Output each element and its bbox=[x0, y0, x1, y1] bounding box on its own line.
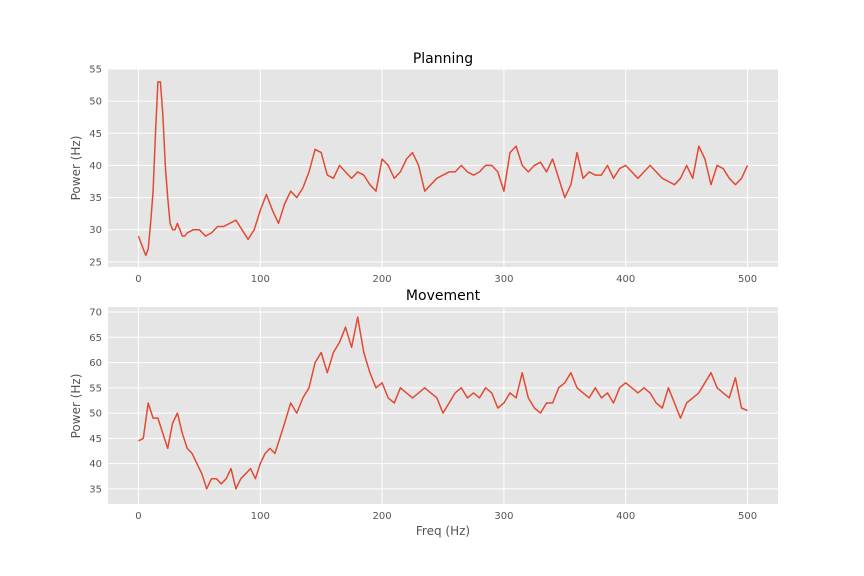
movement-plot-area bbox=[108, 307, 778, 504]
movement-y-tick-label: 50 bbox=[89, 409, 102, 420]
planning-y-tick-label: 35 bbox=[89, 193, 102, 204]
planning-x-tick-label: 500 bbox=[738, 274, 757, 285]
movement-x-tick-label: 100 bbox=[251, 511, 270, 522]
movement-x-tick-label: 500 bbox=[738, 511, 757, 522]
movement-x-tick-label: 0 bbox=[135, 511, 141, 522]
planning-gridlines bbox=[108, 68, 778, 267]
planning-x-tick-label: 200 bbox=[373, 274, 392, 285]
planning-power-line bbox=[137, 81, 749, 257]
movement-title: Movement bbox=[406, 288, 481, 304]
movement-y-tick-label: 65 bbox=[89, 333, 102, 344]
planning-y-tick-label: 45 bbox=[89, 129, 102, 140]
movement-y-axis-label: Power (Hz) bbox=[69, 374, 83, 439]
movement-x-tick-label: 400 bbox=[616, 511, 635, 522]
planning-tick-labels: 0 100 200 300 400 500 25 30 35 40 45 50 55 bbox=[89, 65, 757, 286]
movement-y-tick-label: 70 bbox=[89, 308, 102, 319]
planning-x-tick-label: 400 bbox=[616, 274, 635, 285]
movement-y-tick-label: 40 bbox=[89, 459, 102, 470]
movement-y-tick-label: 35 bbox=[89, 484, 102, 495]
planning-y-axis-label: Power (Hz) bbox=[69, 136, 83, 201]
movement-power-line bbox=[138, 316, 748, 490]
planning-y-tick-label: 40 bbox=[89, 161, 102, 172]
planning-y-tick-label: 55 bbox=[89, 65, 102, 76]
movement-x-tick-label: 300 bbox=[494, 511, 513, 522]
movement-subplot: 0 100 200 300 400 500 35 40 45 50 55 60 65 70 Movemen… bbox=[69, 288, 778, 538]
planning-x-tick-label: 100 bbox=[251, 274, 270, 285]
planning-title: Planning bbox=[413, 51, 473, 67]
planning-plot-area bbox=[108, 69, 778, 267]
movement-gridlines bbox=[108, 307, 778, 504]
planning-y-tick-label: 25 bbox=[89, 257, 102, 268]
movement-x-tick-label: 200 bbox=[373, 511, 392, 522]
movement-y-tick-label: 45 bbox=[89, 434, 102, 445]
movement-tick-labels: 0 100 200 300 400 500 35 40 45 50 55 60 65 70 bbox=[89, 308, 757, 522]
planning-y-tick-label: 30 bbox=[89, 225, 102, 236]
planning-x-tick-label: 300 bbox=[494, 274, 513, 285]
movement-y-tick-label: 60 bbox=[89, 358, 102, 369]
movement-y-tick-label: 55 bbox=[89, 383, 102, 394]
planning-y-tick-label: 50 bbox=[89, 97, 102, 108]
planning-x-tick-label: 0 bbox=[135, 274, 141, 285]
movement-x-axis-label: Freq (Hz) bbox=[416, 524, 470, 538]
